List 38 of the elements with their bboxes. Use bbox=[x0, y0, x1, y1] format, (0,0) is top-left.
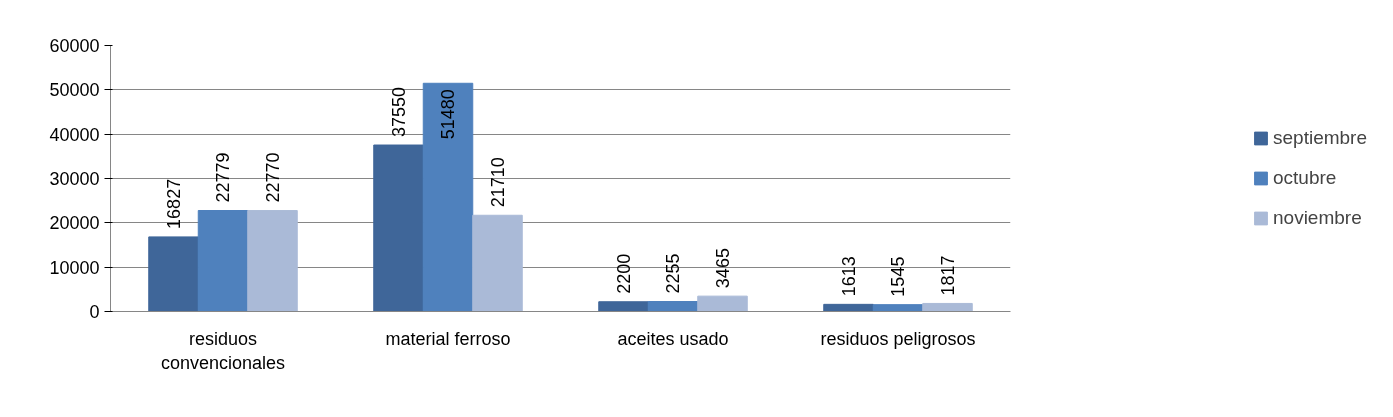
y-tick-label: 10000 bbox=[49, 257, 100, 278]
bar bbox=[922, 302, 973, 312]
bar bbox=[422, 82, 474, 312]
x-tick-label: residuos convencionales bbox=[160, 328, 286, 373]
y-tick-label: 40000 bbox=[49, 124, 100, 145]
data-label: 1545 bbox=[888, 256, 909, 297]
x-tick-label: residuos peligrosos bbox=[820, 328, 976, 349]
data-label: 51480 bbox=[438, 89, 459, 140]
data-label: 22770 bbox=[263, 152, 283, 203]
y-tick-label: 0 bbox=[89, 302, 100, 322]
bar bbox=[697, 295, 748, 312]
bar bbox=[148, 236, 199, 312]
bar bbox=[872, 304, 924, 312]
data-label: 21710 bbox=[488, 157, 508, 208]
bar bbox=[247, 210, 298, 312]
data-label: 16827 bbox=[164, 178, 184, 229]
bar bbox=[197, 210, 249, 312]
y-tick-label: 60000 bbox=[49, 36, 100, 56]
bar bbox=[472, 214, 523, 312]
y-tick-label: 20000 bbox=[49, 213, 100, 234]
data-label: 22779 bbox=[213, 152, 234, 203]
y-tick-label: 30000 bbox=[49, 169, 100, 189]
data-label: 2255 bbox=[663, 253, 684, 294]
bar bbox=[647, 301, 699, 312]
data-label: 1613 bbox=[839, 256, 859, 297]
legend-label: octubre bbox=[1273, 167, 1337, 189]
bar bbox=[373, 144, 424, 312]
data-label: 1817 bbox=[938, 255, 958, 296]
data-label: 2200 bbox=[614, 253, 634, 294]
legend-label: noviembre bbox=[1273, 207, 1362, 229]
x-tick-label: material ferroso bbox=[385, 328, 511, 349]
data-label: 37550 bbox=[389, 86, 409, 138]
y-tick-label: 50000 bbox=[49, 80, 100, 101]
legend-label: septiembre bbox=[1273, 127, 1367, 149]
data-label: 3465 bbox=[713, 248, 733, 289]
x-tick-label: aceites usado bbox=[617, 328, 729, 349]
bar bbox=[823, 303, 874, 312]
bar bbox=[598, 301, 649, 312]
